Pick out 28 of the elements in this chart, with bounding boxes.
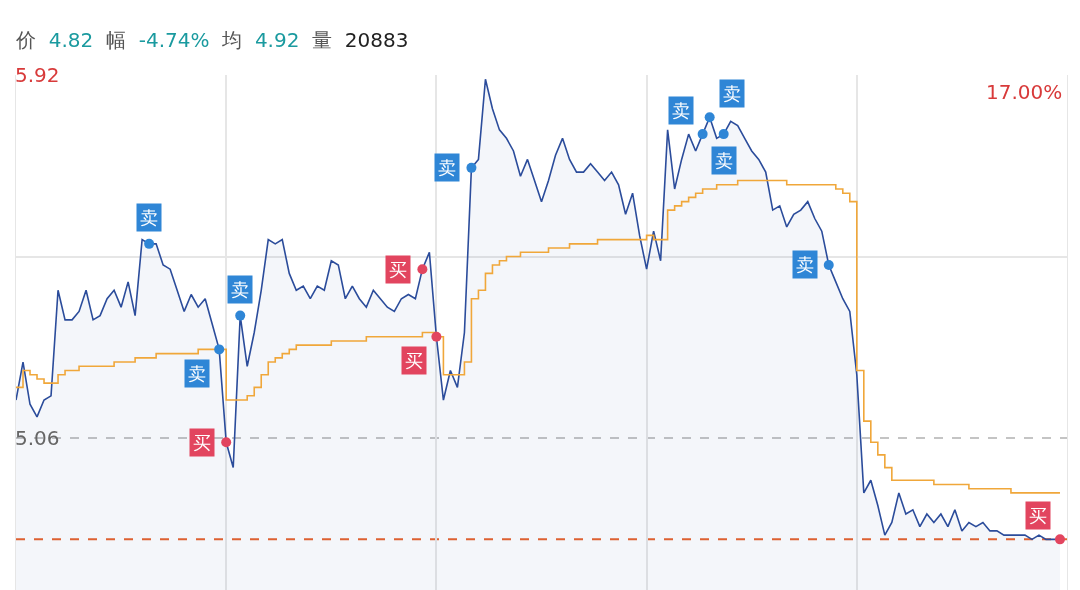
- point: [214, 344, 225, 355]
- text: 买: [1029, 505, 1047, 526]
- text: 卖: [715, 150, 733, 171]
- text: 卖: [231, 279, 249, 300]
- text: 卖: [188, 363, 206, 384]
- point: [431, 331, 442, 342]
- point: [235, 310, 246, 321]
- text: 卖: [140, 207, 158, 228]
- series-label: 买: [193, 432, 211, 453]
- point: [466, 162, 477, 173]
- y-tick-label: 5.06: [15, 426, 60, 451]
- point: [1054, 534, 1065, 545]
- point: [221, 437, 232, 448]
- series-label: 卖: [796, 254, 814, 275]
- point: [417, 264, 428, 275]
- y-tick-label: 5.92: [15, 63, 60, 87]
- point: [704, 112, 715, 123]
- text: 卖: [438, 157, 456, 178]
- point: [823, 259, 834, 270]
- point: [718, 129, 729, 140]
- annotation: 17.00%: [986, 80, 1063, 104]
- text: 卖: [672, 100, 690, 121]
- text: 买: [405, 350, 423, 371]
- chart-title: 价 4.82 幅 -4.74% 均 4.92 量 20883: [15, 28, 409, 52]
- text: 卖: [723, 83, 741, 104]
- point: [144, 238, 155, 249]
- point: [697, 129, 708, 140]
- text: 买: [389, 259, 407, 280]
